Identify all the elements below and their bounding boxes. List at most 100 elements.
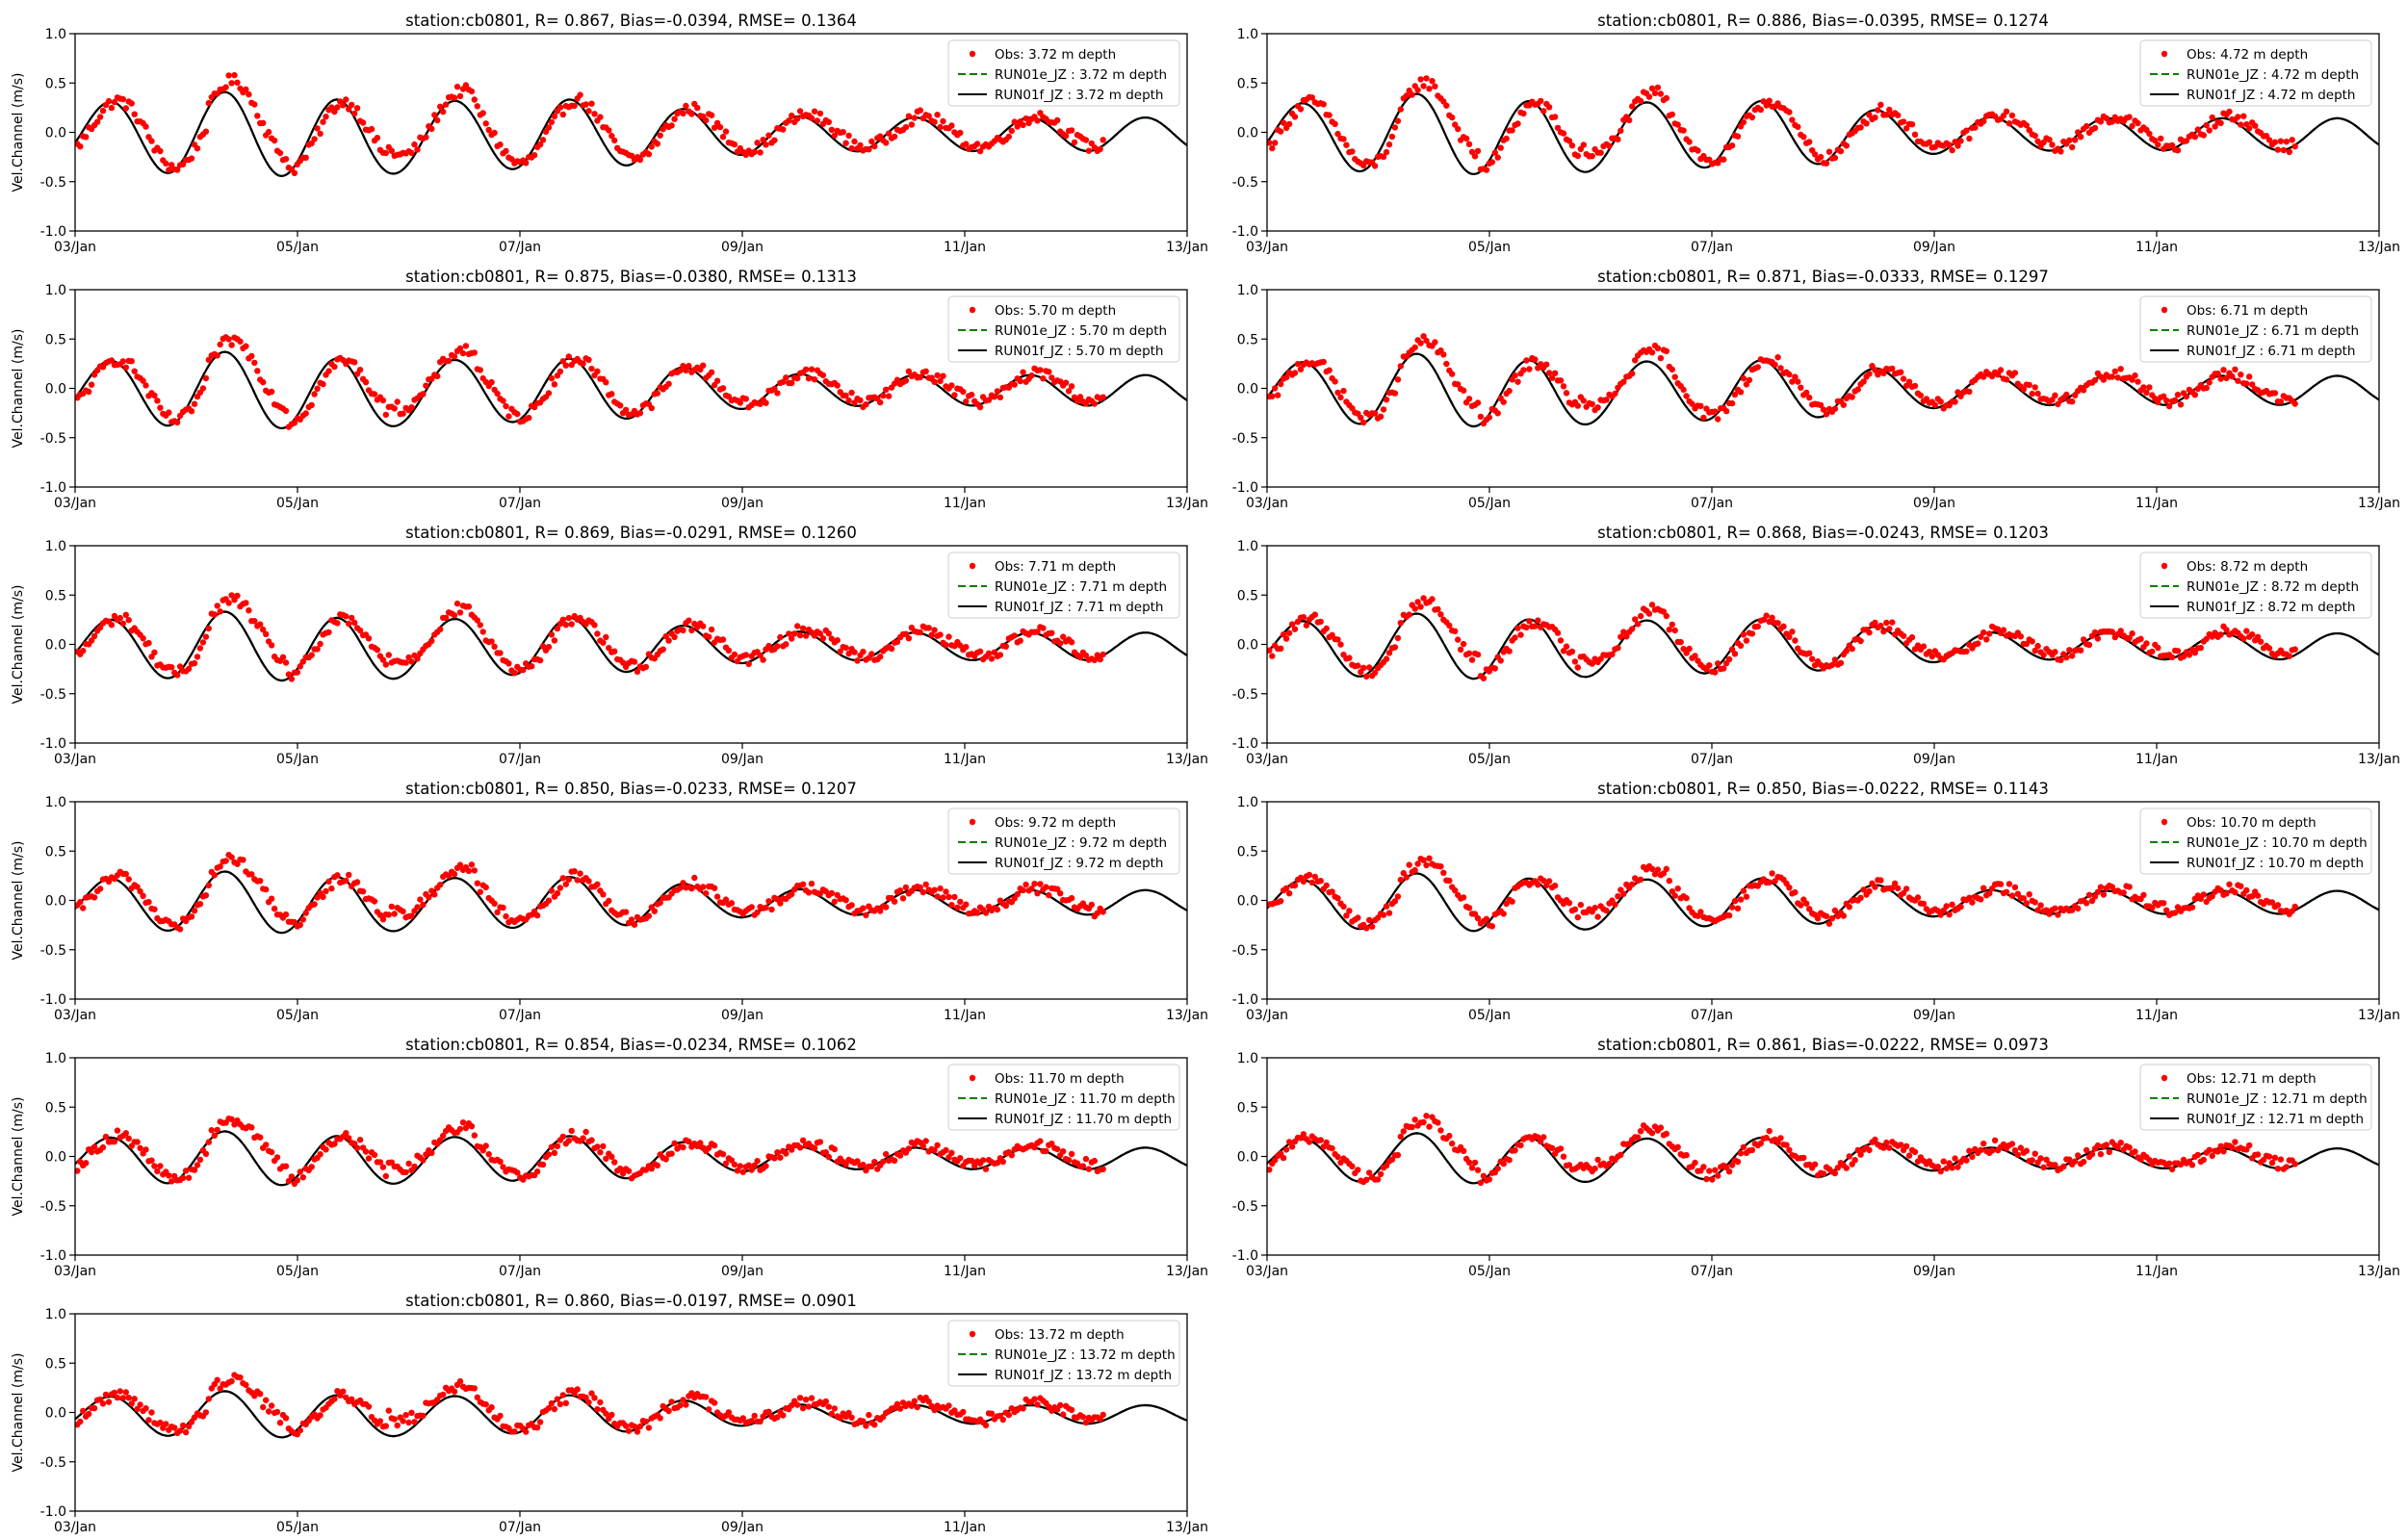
obs-point <box>742 396 749 402</box>
obs-point <box>1397 1133 1405 1141</box>
obs-point <box>494 909 501 916</box>
obs-point <box>151 1163 158 1169</box>
obs-point <box>1358 414 1364 422</box>
obs-point <box>1291 882 1299 889</box>
obs-point <box>1291 114 1299 120</box>
obs-point <box>96 114 104 120</box>
obs-point <box>2032 132 2038 140</box>
obs-point <box>748 904 755 911</box>
obs-point <box>2280 146 2287 154</box>
obs-point <box>2146 384 2153 391</box>
obs-point <box>1706 1168 1713 1174</box>
obs-point <box>1417 603 1424 610</box>
obs-point <box>119 620 126 627</box>
data-layer <box>75 1372 1187 1439</box>
obs-point <box>1285 1139 1293 1145</box>
obs-point <box>739 1168 746 1175</box>
obs-point <box>796 631 804 639</box>
obs-point <box>246 607 252 614</box>
obs-point <box>805 889 813 896</box>
obs-point <box>362 378 370 386</box>
obs-point <box>2069 653 2076 659</box>
obs-point <box>1509 898 1515 905</box>
obs-point <box>562 362 569 369</box>
chart-panel: 1.00.50.0-0.5-1.003/Jan 05/Jan 07/Jan 09/Ja… <box>11 268 1208 511</box>
obs-point <box>648 1166 655 1172</box>
obs-point <box>243 1381 249 1389</box>
obs-point <box>1697 402 1704 409</box>
obs-point <box>1669 621 1676 629</box>
obs-point <box>919 1142 926 1150</box>
obs-point <box>1272 385 1279 392</box>
obs-point <box>1580 398 1588 404</box>
obs-point <box>603 633 609 641</box>
obs-point <box>1994 372 2002 378</box>
obs-point <box>1712 408 1719 415</box>
obs-point <box>1566 138 1573 144</box>
obs-point <box>191 400 198 407</box>
obs-point <box>1076 394 1084 400</box>
obs-point <box>1734 133 1742 140</box>
obs-point <box>1414 860 1421 867</box>
obs-point <box>343 877 349 885</box>
obs-point <box>863 911 869 918</box>
obs-point <box>559 616 566 623</box>
obs-point <box>585 356 592 363</box>
obs-point <box>2271 139 2279 145</box>
obs-point <box>91 894 98 901</box>
obs-point <box>2155 398 2161 405</box>
obs-point <box>2017 1144 2024 1151</box>
obs-point <box>831 1405 838 1412</box>
obs-point <box>789 635 795 642</box>
legend-entry: Obs: 9.72 m depth <box>995 815 1116 831</box>
legend-entry: Obs: 4.72 m depth <box>2187 47 2308 63</box>
obs-point <box>251 1393 258 1399</box>
y-tick-label: -1.0 <box>1232 736 1258 752</box>
chart-panel: 1.00.50.0-0.5-1.003/Jan 05/Jan 07/Jan 09/Ja… <box>1232 12 2400 255</box>
obs-point <box>477 367 483 373</box>
obs-point <box>1563 643 1570 650</box>
obs-point <box>1432 339 1438 346</box>
obs-point <box>631 1423 638 1430</box>
obs-point <box>1857 637 1864 645</box>
obs-point <box>1509 127 1515 134</box>
obs-point <box>1728 904 1736 911</box>
obs-point <box>423 382 429 389</box>
obs-point <box>1028 372 1035 379</box>
obs-point <box>985 650 993 656</box>
obs-point <box>1683 1151 1690 1159</box>
obs-point <box>1728 142 1736 149</box>
obs-point <box>554 625 561 632</box>
obs-point <box>1725 1168 1733 1175</box>
obs-point <box>757 149 764 156</box>
obs-point <box>1626 116 1633 124</box>
obs-point <box>1594 404 1601 411</box>
obs-point <box>1880 628 1887 635</box>
obs-point <box>1671 892 1678 899</box>
obs-point <box>883 140 890 146</box>
obs-point <box>816 1139 824 1145</box>
obs-point <box>1397 620 1405 627</box>
obs-point <box>1334 1153 1341 1161</box>
obs-point <box>217 341 223 348</box>
legend-box <box>2139 1064 2372 1131</box>
obs-point <box>2094 888 2102 895</box>
obs-point <box>896 1152 904 1159</box>
obs-point <box>1380 406 1387 413</box>
obs-point <box>902 884 910 891</box>
obs-point <box>205 1396 212 1402</box>
obs-point <box>1728 646 1736 653</box>
chart-panel: 1.00.50.0-0.5-1.003/Jan 05/Jan 07/Jan 09/Ja… <box>1232 780 2400 1023</box>
obs-point <box>1986 890 1993 897</box>
obs-point <box>1474 147 1482 155</box>
obs-point <box>1548 374 1556 381</box>
obs-point <box>751 1162 758 1169</box>
obs-point <box>288 1173 296 1180</box>
obs-point <box>1337 394 1344 401</box>
obs-point <box>1875 107 1881 114</box>
obs-point <box>2226 881 2233 887</box>
obs-point <box>960 388 967 396</box>
obs-point <box>137 1401 143 1408</box>
obs-point <box>1937 911 1944 918</box>
